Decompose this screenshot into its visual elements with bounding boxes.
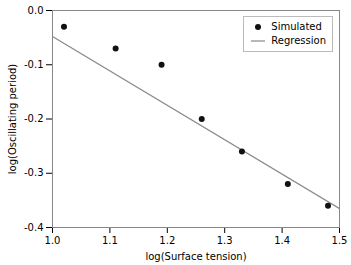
svg-text:1.1: 1.1 bbox=[102, 235, 118, 246]
html-text:Simulated: Simulated bbox=[271, 21, 322, 32]
svg-text:1.0: 1.0 bbox=[45, 235, 61, 246]
svg-text:0.0: 0.0 bbox=[28, 5, 44, 16]
svg-text:-0.3: -0.3 bbox=[24, 167, 44, 178]
html-text:Regression: Regression bbox=[271, 35, 326, 46]
svg-text:1.3: 1.3 bbox=[217, 235, 233, 246]
svg-text:-0.2: -0.2 bbox=[24, 113, 44, 124]
svg-text:log(Surface tension): log(Surface tension) bbox=[145, 251, 246, 262]
svg-text:1.2: 1.2 bbox=[159, 235, 175, 246]
svg-text:log(Oscillating period): log(Oscillating period) bbox=[7, 64, 18, 175]
svg-text:1.4: 1.4 bbox=[274, 235, 290, 246]
svg-text:-0.1: -0.1 bbox=[24, 59, 44, 70]
svg-text:-0.4: -0.4 bbox=[24, 222, 44, 233]
svg-text:1.5: 1.5 bbox=[332, 235, 348, 246]
